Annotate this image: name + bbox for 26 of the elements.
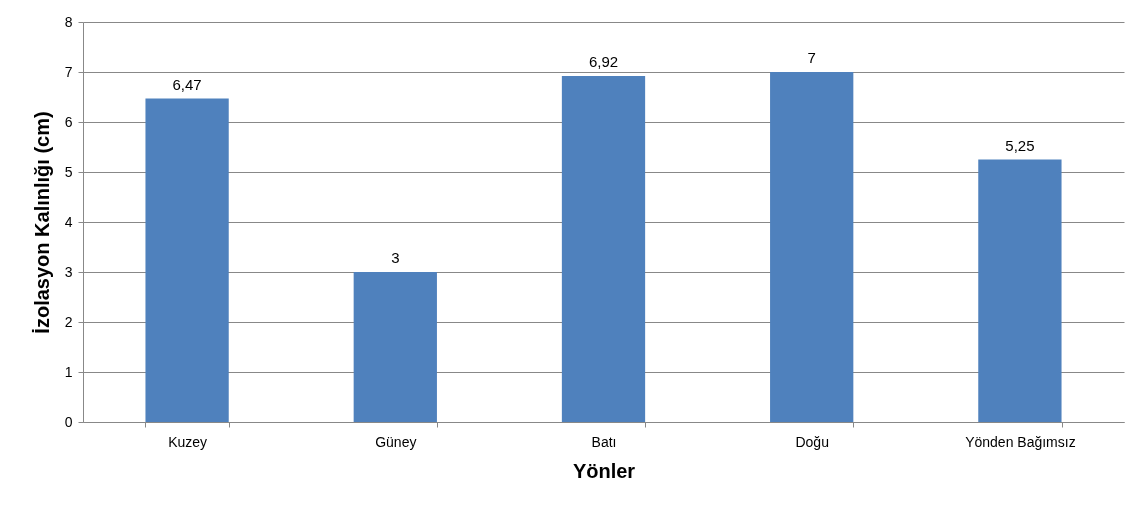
bar	[978, 159, 1062, 422]
x-tick-label: Doğu	[795, 433, 829, 450]
y-tick-label: 1	[64, 363, 73, 380]
y-tick-label: 6	[64, 113, 73, 130]
y-tick-label: 3	[64, 263, 73, 280]
y-tick-label: 7	[64, 63, 73, 80]
bar	[353, 272, 437, 422]
x-tick-label: Güney	[375, 433, 417, 450]
y-axis-title: İzolasyon Kalınlığı (cm)	[30, 111, 53, 334]
bar	[770, 72, 854, 422]
data-label: 6,47	[172, 75, 202, 93]
bar	[145, 98, 229, 422]
y-tick-label: 0	[64, 413, 73, 430]
y-tick-label: 5	[64, 163, 73, 180]
x-tick-label: Batı	[591, 433, 617, 450]
y-tick-label: 2	[64, 313, 73, 330]
x-tick-label: Yönden Bağımsız	[965, 433, 1076, 450]
data-label: 3	[391, 249, 400, 266]
data-label: 5,25	[1005, 136, 1035, 154]
x-tick-label: Kuzey	[168, 433, 208, 450]
x-axis-title: Yönler	[572, 459, 636, 482]
bar	[561, 76, 646, 422]
y-tick-label: 4	[64, 213, 73, 230]
y-tick-label: 8	[64, 13, 73, 30]
data-label: 7	[807, 49, 816, 66]
data-label: 6,92	[588, 53, 619, 70]
